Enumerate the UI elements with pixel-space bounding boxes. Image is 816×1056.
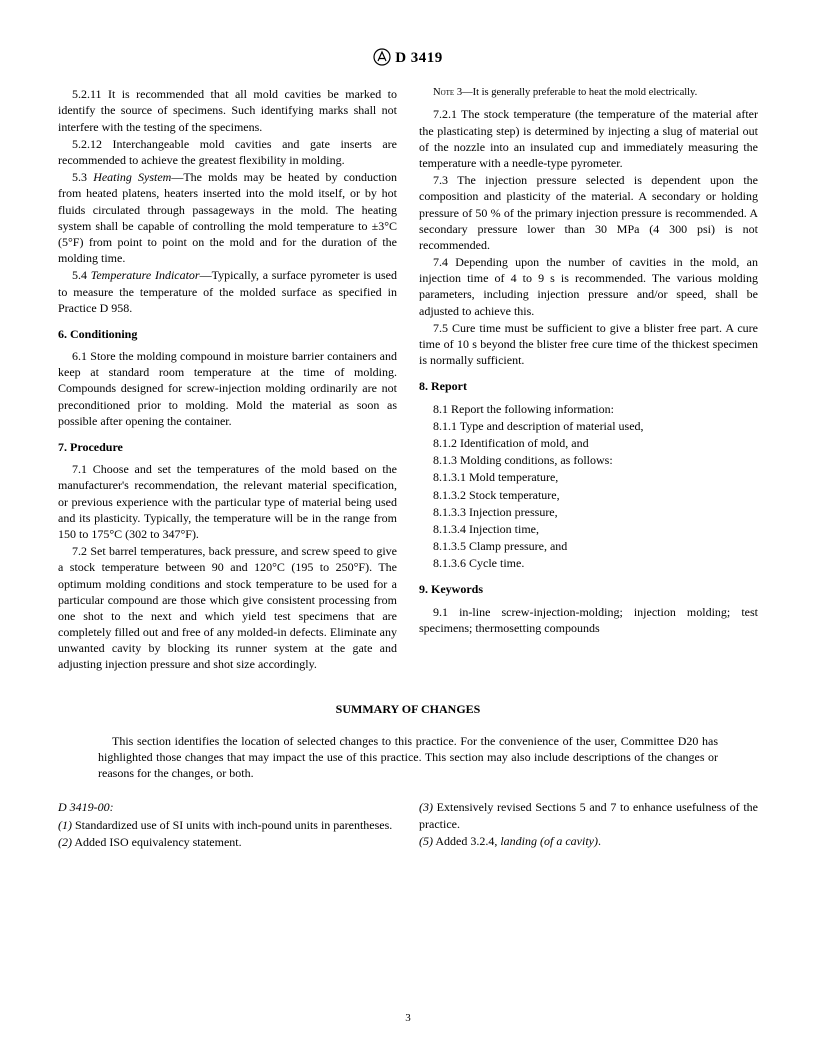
revision-id: D 3419-00: (58, 799, 397, 815)
change-text-end: . (598, 834, 601, 848)
heading-9: 9. Keywords (419, 581, 758, 597)
para-8-1-3-1: 8.1.3.1 Mold temperature, (419, 469, 758, 485)
page-number: 3 (0, 1011, 816, 1026)
heading-7: 7. Procedure (58, 439, 397, 455)
page-header: D 3419 (58, 48, 758, 68)
para-7-5: 7.5 Cure time must be sufficient to give… (419, 320, 758, 369)
change-text: Extensively revised Sections 5 and 7 to … (419, 800, 758, 830)
clause-num: 5.4 (72, 268, 91, 282)
para-9-1: 9.1 in-line screw-injection-molding; inj… (419, 604, 758, 636)
clause-title: Temperature Indicator (91, 268, 200, 282)
summary-columns: D 3419-00: (1) Standardized use of SI un… (58, 799, 758, 850)
clause-title: Heating System (93, 170, 171, 184)
heading-6: 6. Conditioning (58, 326, 397, 342)
para-5-2-11: 5.2.11 It is recommended that all mold c… (58, 86, 397, 135)
para-8-1-3-2: 8.1.3.2 Stock temperature, (419, 487, 758, 503)
change-text: Standardized use of SI units with inch-p… (72, 818, 392, 832)
clause-text: —The molds may be heated by conduction f… (58, 170, 397, 265)
para-8-1-2: 8.1.2 Identification of mold, and (419, 435, 758, 451)
change-text: Added ISO equivalency statement. (72, 835, 242, 849)
change-1: (1) Standardized use of SI units with in… (58, 817, 397, 833)
para-8-1-1: 8.1.1 Type and description of material u… (419, 418, 758, 434)
para-8-1-3-3: 8.1.3.3 Injection pressure, (419, 504, 758, 520)
change-num: (2) (58, 835, 72, 849)
note-label: Note 3— (433, 87, 473, 98)
clause-num: 5.3 (72, 170, 93, 184)
note-3: Note 3—It is generally preferable to hea… (419, 86, 758, 100)
note-text: It is generally preferable to heat the m… (473, 87, 698, 98)
para-8-1-3-6: 8.1.3.6 Cycle time. (419, 555, 758, 571)
change-num: (5) (419, 834, 433, 848)
change-text: Added 3.2.4, (433, 834, 500, 848)
para-7-2: 7.2 Set barrel temperatures, back pressu… (58, 543, 397, 673)
astm-logo-icon (373, 48, 391, 66)
heading-8: 8. Report (419, 378, 758, 394)
designation: D 3419 (395, 50, 443, 66)
summary-intro: This section identifies the location of … (98, 733, 718, 782)
change-2: (2) Added ISO equivalency statement. (58, 834, 397, 850)
para-5-4: 5.4 Temperature Indicator—Typically, a s… (58, 267, 397, 316)
para-6-1: 6.1 Store the molding compound in moistu… (58, 348, 397, 429)
change-num: (1) (58, 818, 72, 832)
para-5-2-12: 5.2.12 Interchangeable mold cavities and… (58, 136, 397, 168)
para-8-1-3-4: 8.1.3.4 Injection time, (419, 521, 758, 537)
change-term: landing (of a cavity) (500, 834, 598, 848)
para-5-3: 5.3 Heating System—The molds may be heat… (58, 169, 397, 266)
change-3: (3) Extensively revised Sections 5 and 7… (419, 799, 758, 831)
para-8-1-3-5: 8.1.3.5 Clamp pressure, and (419, 538, 758, 554)
para-7-1: 7.1 Choose and set the temperatures of t… (58, 461, 397, 542)
para-7-3: 7.3 The injection pressure selected is d… (419, 172, 758, 253)
change-num: (3) (419, 800, 433, 814)
summary-of-changes: SUMMARY OF CHANGES This section identifi… (58, 701, 758, 851)
para-8-1: 8.1 Report the following information: (419, 401, 758, 417)
para-8-1-3: 8.1.3 Molding conditions, as follows: (419, 452, 758, 468)
change-5: (5) Added 3.2.4, landing (of a cavity). (419, 833, 758, 849)
para-7-2-1: 7.2.1 The stock temperature (the tempera… (419, 106, 758, 171)
body-columns: 5.2.11 It is recommended that all mold c… (58, 86, 758, 672)
summary-title: SUMMARY OF CHANGES (58, 701, 758, 717)
para-7-4: 7.4 Depending upon the number of cavitie… (419, 254, 758, 319)
